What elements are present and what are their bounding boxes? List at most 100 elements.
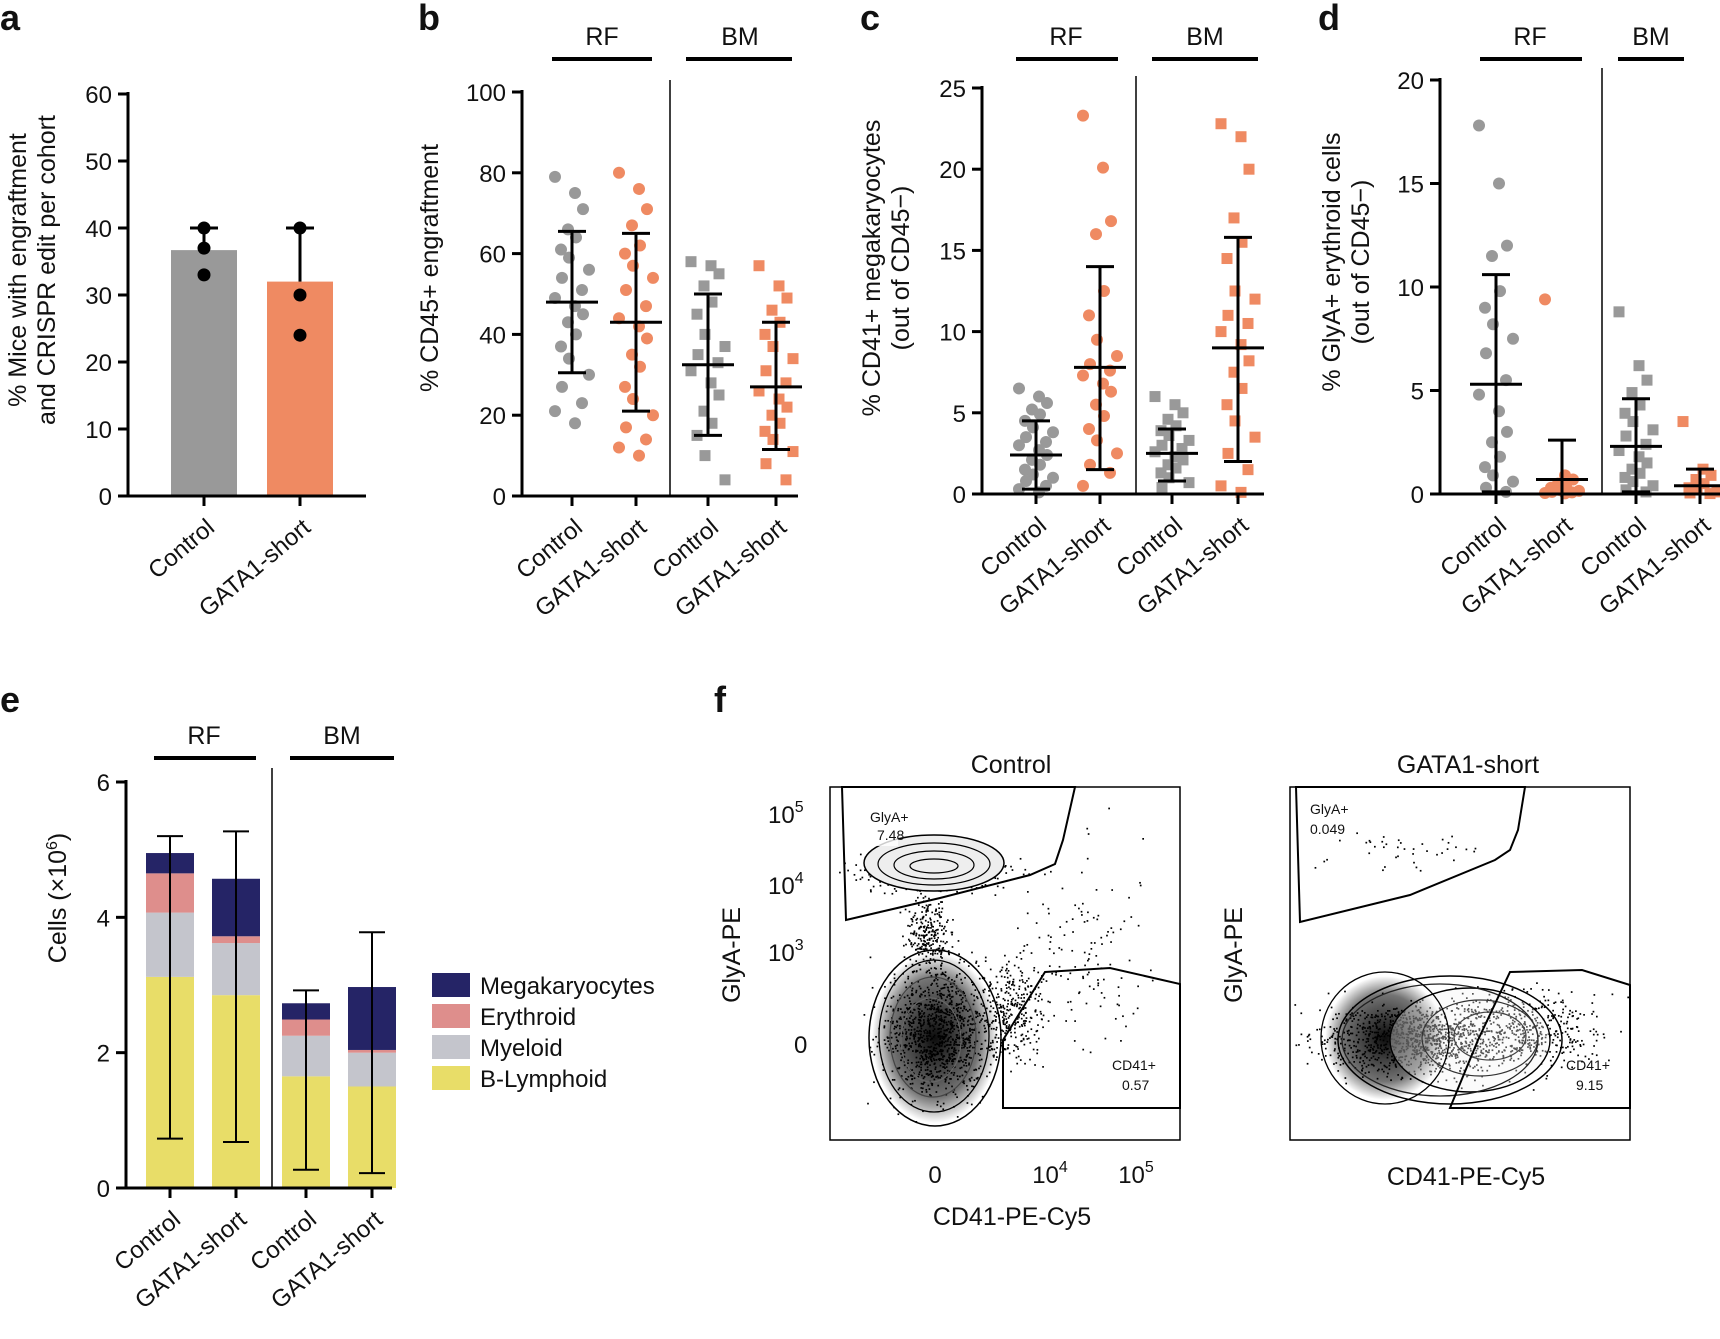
flow-event [1074, 966, 1077, 968]
flow-event [920, 921, 923, 924]
panel-d-point [1647, 480, 1659, 492]
flow-event [925, 914, 927, 916]
flow-event [1503, 1032, 1506, 1034]
flow-event [1452, 1048, 1454, 1051]
flow-event [1060, 975, 1062, 977]
flow-event [903, 956, 906, 958]
flow-gata1-cd41-pct: 9.15 [1576, 1077, 1603, 1093]
flow-event [1515, 1015, 1518, 1018]
flow-event [1579, 1044, 1582, 1046]
panel-c-label: c [860, 0, 880, 38]
flow-event [1088, 953, 1091, 956]
flow-event [1492, 1056, 1495, 1058]
flow-event [1487, 1038, 1490, 1041]
flow-event [1461, 1042, 1463, 1045]
panel-d-point [1507, 475, 1519, 488]
panel-c-point [1034, 408, 1046, 421]
flow-event [1529, 1047, 1532, 1050]
flow-event [1018, 1016, 1020, 1019]
flow-event [1442, 1052, 1445, 1055]
flow-event [1037, 1037, 1040, 1040]
flow-event [1581, 1060, 1583, 1063]
flow-event [1472, 1030, 1474, 1032]
flow-event [1515, 1069, 1518, 1072]
flow-event [1087, 833, 1090, 835]
flow-event [1321, 1058, 1323, 1061]
flow-event [928, 904, 931, 906]
panel-c-point [1111, 349, 1123, 362]
flow-event [1511, 989, 1514, 991]
flow-event [1535, 1040, 1538, 1042]
flow-event [1024, 982, 1027, 984]
flow-gata1-cd41-name: CD41+ [1566, 1057, 1610, 1073]
panel-d-ytick-label: 10 [1397, 275, 1424, 302]
flow-event [1454, 1013, 1456, 1016]
flow-event [1452, 1029, 1455, 1032]
flow-event [1499, 1038, 1501, 1041]
flow-event [1522, 1036, 1524, 1039]
flow-event [1495, 1010, 1498, 1013]
flow-event [1547, 989, 1550, 991]
panel-a-bar-control [171, 250, 237, 496]
flow-event [1415, 866, 1418, 869]
flow-event [1012, 1049, 1015, 1052]
flow-event [1048, 965, 1051, 967]
flow-event [1535, 1019, 1537, 1022]
flow-event [947, 950, 950, 952]
flow-event [1484, 1031, 1487, 1033]
flow-event [1465, 1028, 1468, 1031]
flow-event [919, 938, 922, 940]
flow-event [929, 903, 932, 906]
flow-event [932, 925, 935, 928]
panel-c-point [1077, 109, 1089, 122]
flow-event [952, 918, 954, 921]
flow-event [1557, 1033, 1559, 1035]
panel-b-point [713, 268, 725, 280]
flow-event [933, 933, 936, 936]
flow-event [1497, 1038, 1500, 1041]
flow-event [926, 909, 929, 911]
flow-event [1003, 1012, 1005, 1015]
flow-event [981, 1095, 984, 1098]
flow-event [1018, 988, 1021, 990]
flow-event [1470, 1008, 1473, 1011]
panel-d-ylabel-line1: % GlyA+ erythroid cells [1318, 132, 1346, 391]
panel-b-point [685, 365, 697, 377]
flow-event [1078, 991, 1081, 994]
flow-event [951, 946, 954, 948]
flow-event [1096, 918, 1099, 921]
legend-swatch-erythroid [432, 1004, 470, 1028]
flow-event [1007, 999, 1009, 1002]
flow-event [1461, 1035, 1463, 1038]
flow-event [1544, 1050, 1547, 1053]
flow-event [1538, 1027, 1541, 1029]
panel-c-point [1020, 431, 1032, 444]
panel-c-point [1013, 483, 1025, 496]
flow-event [1444, 1031, 1447, 1034]
panel-c-point [1097, 161, 1109, 174]
panel-c-point [1242, 464, 1254, 476]
panel-b-point [555, 243, 567, 256]
flow-event [1522, 1032, 1524, 1035]
flow-event [1016, 1018, 1019, 1020]
flow-event [1471, 1010, 1473, 1013]
panel-e-rf-header: RF [187, 722, 220, 750]
flow-event [1477, 986, 1479, 988]
flow-event [1453, 1047, 1455, 1049]
flow-event [938, 922, 941, 925]
flow-event [1524, 1071, 1527, 1074]
flow-event [941, 901, 943, 903]
flow-event [1467, 1034, 1470, 1036]
flow-event [927, 910, 929, 912]
flow-event [1488, 1065, 1491, 1067]
flow-event [1459, 1060, 1461, 1063]
flow-event [1099, 1005, 1102, 1008]
flow-event [1562, 1001, 1564, 1004]
flow-event [971, 951, 973, 954]
flow-event [1344, 990, 1346, 993]
flow-event [1306, 1040, 1309, 1042]
flow-event [1008, 1052, 1011, 1055]
panel-b-point [781, 401, 793, 413]
flow-event [1520, 1017, 1523, 1020]
flow-event [873, 1081, 875, 1084]
